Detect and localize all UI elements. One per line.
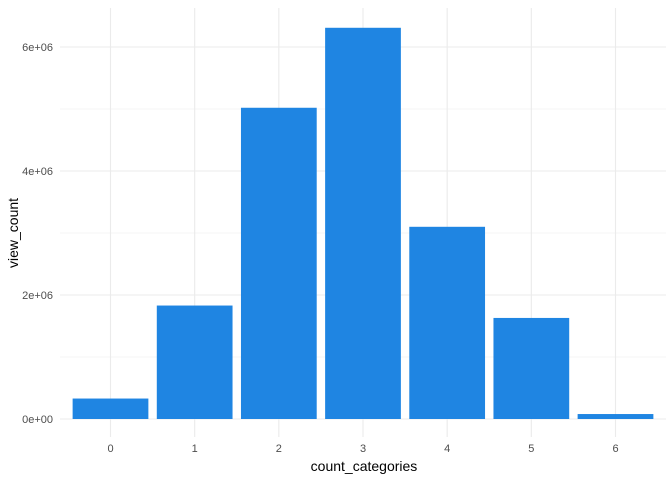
x-tick-label: 2 [276, 443, 282, 455]
y-tick-label: 6e+06 [22, 42, 53, 54]
y-tick-label: 4e+06 [22, 166, 53, 178]
x-tick-label: 0 [107, 443, 113, 455]
x-tick-label: 6 [612, 443, 618, 455]
x-tick-label: 3 [360, 443, 366, 455]
bar-1 [156, 305, 233, 419]
bar-6 [577, 414, 654, 419]
bar-0 [72, 398, 149, 419]
x-axis-tick-labels: 0 1 2 3 4 5 6 [107, 443, 618, 455]
y-tick-label: 2e+06 [22, 290, 53, 302]
bars [72, 27, 654, 420]
x-tick-label: 1 [192, 443, 198, 455]
bar-4 [409, 226, 486, 419]
y-tick-label: 0e+00 [22, 414, 53, 426]
x-tick-label: 5 [528, 443, 534, 455]
bar-3 [325, 27, 401, 420]
y-axis-title: view_count [5, 198, 21, 268]
y-axis-tick-labels: 0e+00 2e+06 4e+06 6e+06 [22, 42, 53, 426]
bar-5 [493, 317, 570, 419]
bar-2 [240, 107, 317, 419]
x-axis-title: count_categories [311, 458, 418, 474]
x-tick-label: 4 [444, 443, 450, 455]
